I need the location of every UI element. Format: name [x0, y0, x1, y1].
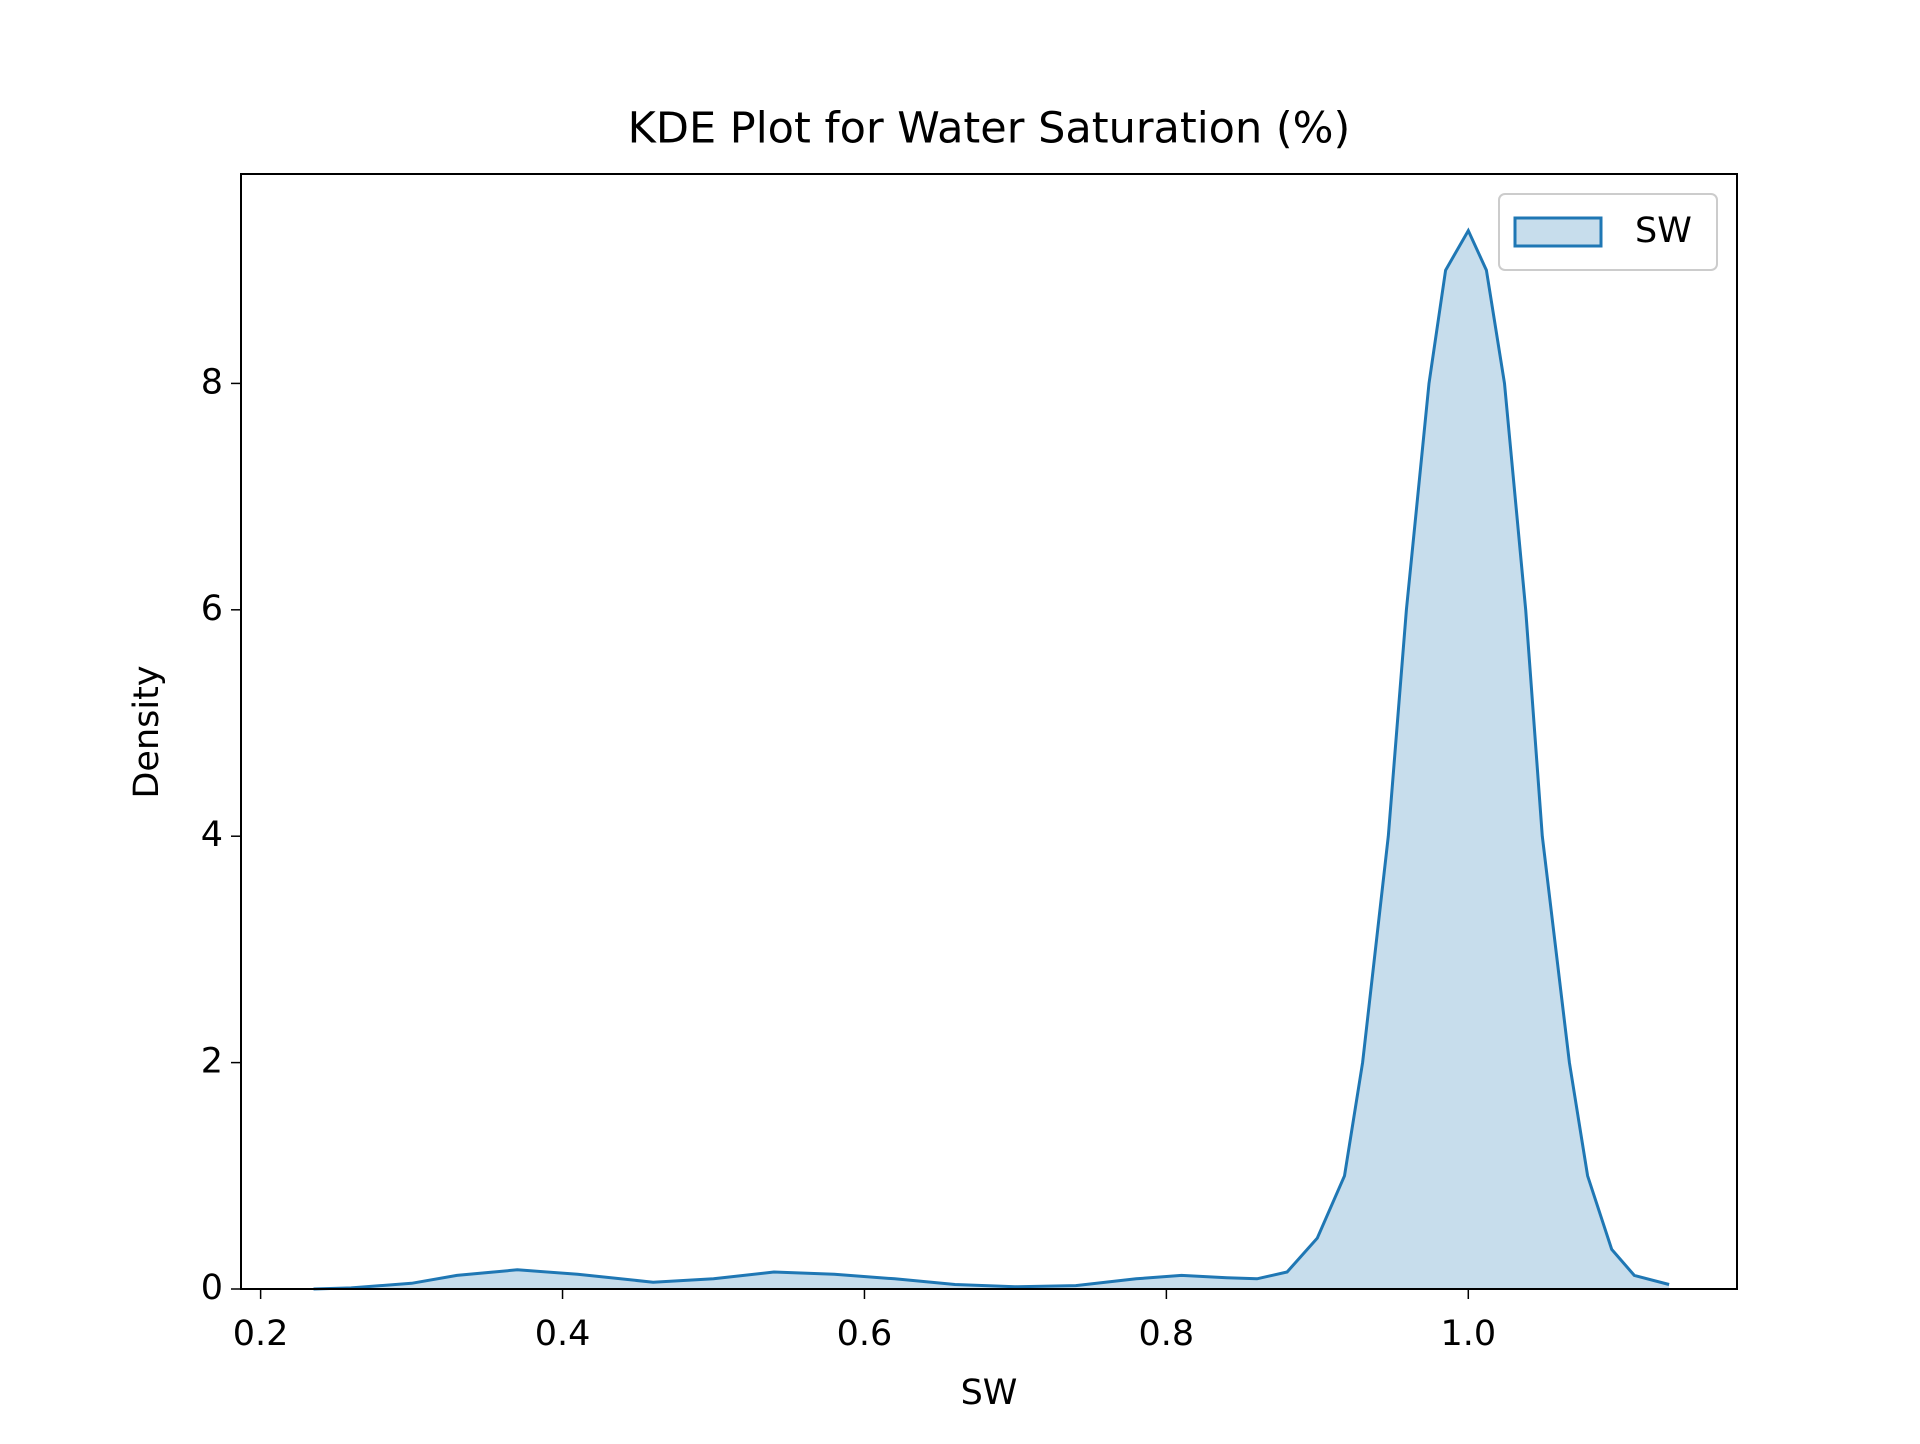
- y-tick-label: 2: [201, 1042, 223, 1082]
- chart-title: KDE Plot for Water Saturation (%): [628, 104, 1351, 154]
- kde-area: [313, 230, 1670, 1290]
- x-tick-label: 0.4: [535, 1314, 591, 1354]
- legend-swatch: [1513, 216, 1603, 248]
- plot-frame: [240, 173, 1738, 1290]
- legend-box: [1498, 193, 1718, 271]
- x-tick-label: 1.0: [1440, 1314, 1496, 1354]
- x-tick-label: 0.8: [1139, 1314, 1195, 1354]
- kde-line: [313, 227, 1670, 1291]
- y-tick-label: 6: [201, 589, 223, 629]
- y-tick-label: 0: [201, 1268, 223, 1308]
- y-tick-label: 4: [201, 815, 223, 855]
- y-tick-label: 8: [201, 362, 223, 402]
- legend-label: SW: [1635, 211, 1692, 251]
- y-axis-label: Density: [127, 665, 167, 798]
- x-tick-label: 0.6: [837, 1314, 893, 1354]
- x-tick-label: 0.2: [233, 1314, 289, 1354]
- x-axis-label: SW: [961, 1373, 1018, 1413]
